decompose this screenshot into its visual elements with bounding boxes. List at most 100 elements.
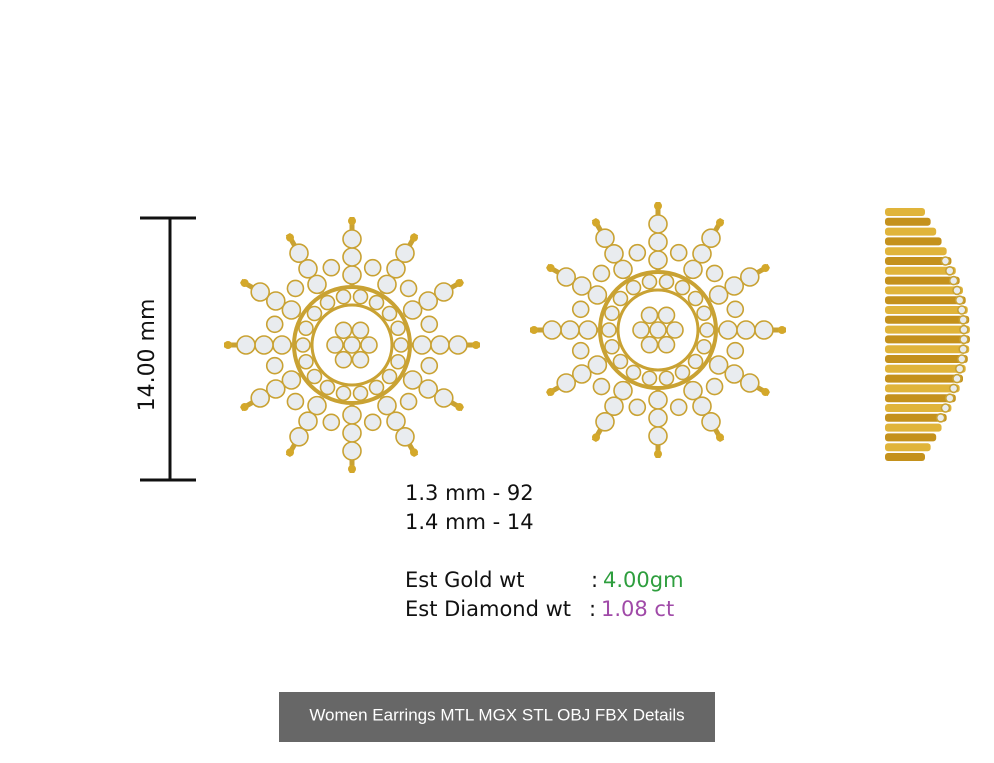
diamond (433, 282, 454, 302)
weight-value: 1.08 ct (601, 597, 674, 621)
diamond (948, 275, 959, 286)
diamond (556, 373, 577, 393)
weight-separator: : (591, 568, 598, 592)
diamond (335, 385, 352, 402)
diamond (692, 243, 712, 264)
diamond (286, 279, 305, 298)
diamond (368, 294, 385, 311)
ring (292, 285, 412, 405)
diamond (604, 338, 620, 355)
details-button[interactable] (279, 692, 715, 742)
bead (761, 264, 770, 272)
side-view (885, 227, 937, 236)
bead (530, 326, 538, 334)
diamond (641, 370, 658, 387)
diamond (648, 232, 668, 252)
diamond (604, 396, 624, 417)
bead (654, 450, 662, 458)
diamond (326, 336, 344, 354)
diamond (322, 258, 341, 277)
diamond (360, 336, 378, 354)
diamond (692, 396, 712, 417)
button-label[interactable]: Women Earrings MTL MGX STL OBJ FBX Detai… (309, 705, 684, 724)
side-view (885, 217, 931, 226)
diamond (739, 267, 760, 287)
diamond (657, 335, 676, 354)
diamond (954, 295, 965, 306)
ring (598, 270, 718, 390)
diamond (250, 388, 271, 408)
diamond (418, 291, 439, 311)
diamond (640, 306, 659, 325)
diamond (648, 390, 668, 410)
earrings (224, 202, 970, 473)
diamond (739, 373, 760, 393)
diamond (641, 273, 658, 290)
bead (761, 388, 770, 396)
diamond (724, 276, 745, 296)
diamond (322, 413, 341, 432)
diamond (683, 259, 703, 280)
diamond (683, 380, 703, 401)
side-view (885, 394, 956, 403)
side-view (885, 364, 966, 373)
diamond (395, 243, 415, 264)
diamond (395, 426, 415, 447)
diamond (307, 395, 327, 416)
diamond (628, 398, 647, 417)
side-view (885, 257, 952, 265)
diamond (295, 337, 311, 353)
diamond (701, 411, 721, 432)
diamond (335, 288, 352, 305)
bead (410, 233, 418, 242)
diamond (286, 392, 305, 411)
bead (592, 433, 600, 442)
diamond (390, 353, 406, 370)
side-view (885, 276, 960, 285)
diamond (648, 408, 668, 428)
diamond (959, 324, 969, 335)
diamond (669, 398, 688, 417)
bead (455, 403, 464, 411)
diamond (724, 364, 745, 384)
diamond (595, 228, 615, 249)
weight-label: Est Diamond wt (405, 597, 571, 621)
diamond (342, 405, 362, 425)
diamond (592, 264, 611, 283)
diamond (648, 214, 668, 234)
side-view (885, 335, 970, 344)
diamond (306, 368, 323, 385)
diamond (289, 426, 309, 447)
diamond (377, 274, 397, 295)
side-view (885, 208, 925, 216)
diamond (281, 300, 302, 320)
side-view (885, 296, 966, 305)
diamond (571, 300, 590, 319)
diamond (648, 426, 668, 446)
side-view (885, 433, 937, 442)
side-view (885, 374, 963, 383)
diamond (412, 335, 432, 355)
side-view (885, 266, 956, 275)
diamond (687, 353, 704, 370)
bead (654, 202, 662, 210)
diamond (265, 291, 286, 311)
diamond (601, 322, 617, 338)
diamond (343, 336, 361, 354)
weight-value: 4.00gm (603, 568, 684, 592)
diamond (289, 243, 309, 264)
diamond (368, 379, 385, 396)
diamond (940, 403, 951, 413)
diamond (352, 385, 369, 402)
diamond (307, 274, 327, 295)
diamond (958, 344, 969, 355)
diamond (342, 265, 362, 285)
diamond (381, 305, 398, 322)
diamond (319, 379, 336, 396)
side-view (885, 306, 968, 314)
bead (716, 218, 724, 227)
side-view (885, 315, 970, 324)
side-view (885, 247, 947, 256)
diamond (687, 290, 704, 307)
diamond (334, 350, 353, 369)
